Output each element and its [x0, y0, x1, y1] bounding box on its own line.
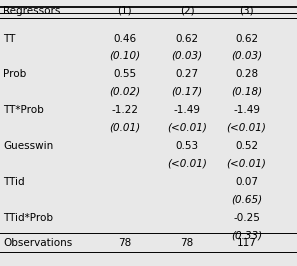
- Text: -1.49: -1.49: [174, 105, 200, 115]
- Text: (0.02): (0.02): [109, 87, 140, 97]
- Text: 0.55: 0.55: [113, 69, 136, 80]
- Text: 0.53: 0.53: [176, 141, 199, 151]
- Text: (0.65): (0.65): [231, 194, 262, 205]
- Text: (0.18): (0.18): [231, 87, 262, 97]
- Text: Observations: Observations: [3, 238, 72, 248]
- Text: Guesswin: Guesswin: [3, 141, 53, 151]
- Text: 0.52: 0.52: [235, 141, 258, 151]
- Text: (0.10): (0.10): [109, 51, 140, 61]
- Text: (0.03): (0.03): [231, 51, 262, 61]
- Text: Prob: Prob: [3, 69, 26, 80]
- Text: 0.28: 0.28: [235, 69, 258, 80]
- Text: (1): (1): [117, 6, 132, 16]
- Text: (2): (2): [180, 6, 195, 16]
- Text: 78: 78: [181, 238, 194, 248]
- Text: (0.03): (0.03): [172, 51, 203, 61]
- Text: -1.49: -1.49: [233, 105, 260, 115]
- Text: 0.07: 0.07: [235, 177, 258, 187]
- Text: 117: 117: [237, 238, 256, 248]
- Text: (0.17): (0.17): [172, 87, 203, 97]
- Text: (<0.01): (<0.01): [167, 123, 207, 133]
- Text: 0.62: 0.62: [176, 34, 199, 44]
- Text: TT: TT: [3, 34, 15, 44]
- Text: Regressors: Regressors: [3, 6, 60, 16]
- Text: -0.25: -0.25: [233, 213, 260, 223]
- Text: 0.46: 0.46: [113, 34, 136, 44]
- Text: (<0.01): (<0.01): [227, 159, 266, 169]
- Text: 0.27: 0.27: [176, 69, 199, 80]
- Text: TTid: TTid: [3, 177, 25, 187]
- Text: (0.33): (0.33): [231, 230, 262, 240]
- Text: (3): (3): [239, 6, 254, 16]
- Text: (0.01): (0.01): [109, 123, 140, 133]
- Text: (<0.01): (<0.01): [227, 123, 266, 133]
- Text: 0.62: 0.62: [235, 34, 258, 44]
- Text: (<0.01): (<0.01): [167, 159, 207, 169]
- Text: -1.22: -1.22: [111, 105, 138, 115]
- Text: TT*Prob: TT*Prob: [3, 105, 44, 115]
- Text: 78: 78: [118, 238, 131, 248]
- Text: TTid*Prob: TTid*Prob: [3, 213, 53, 223]
